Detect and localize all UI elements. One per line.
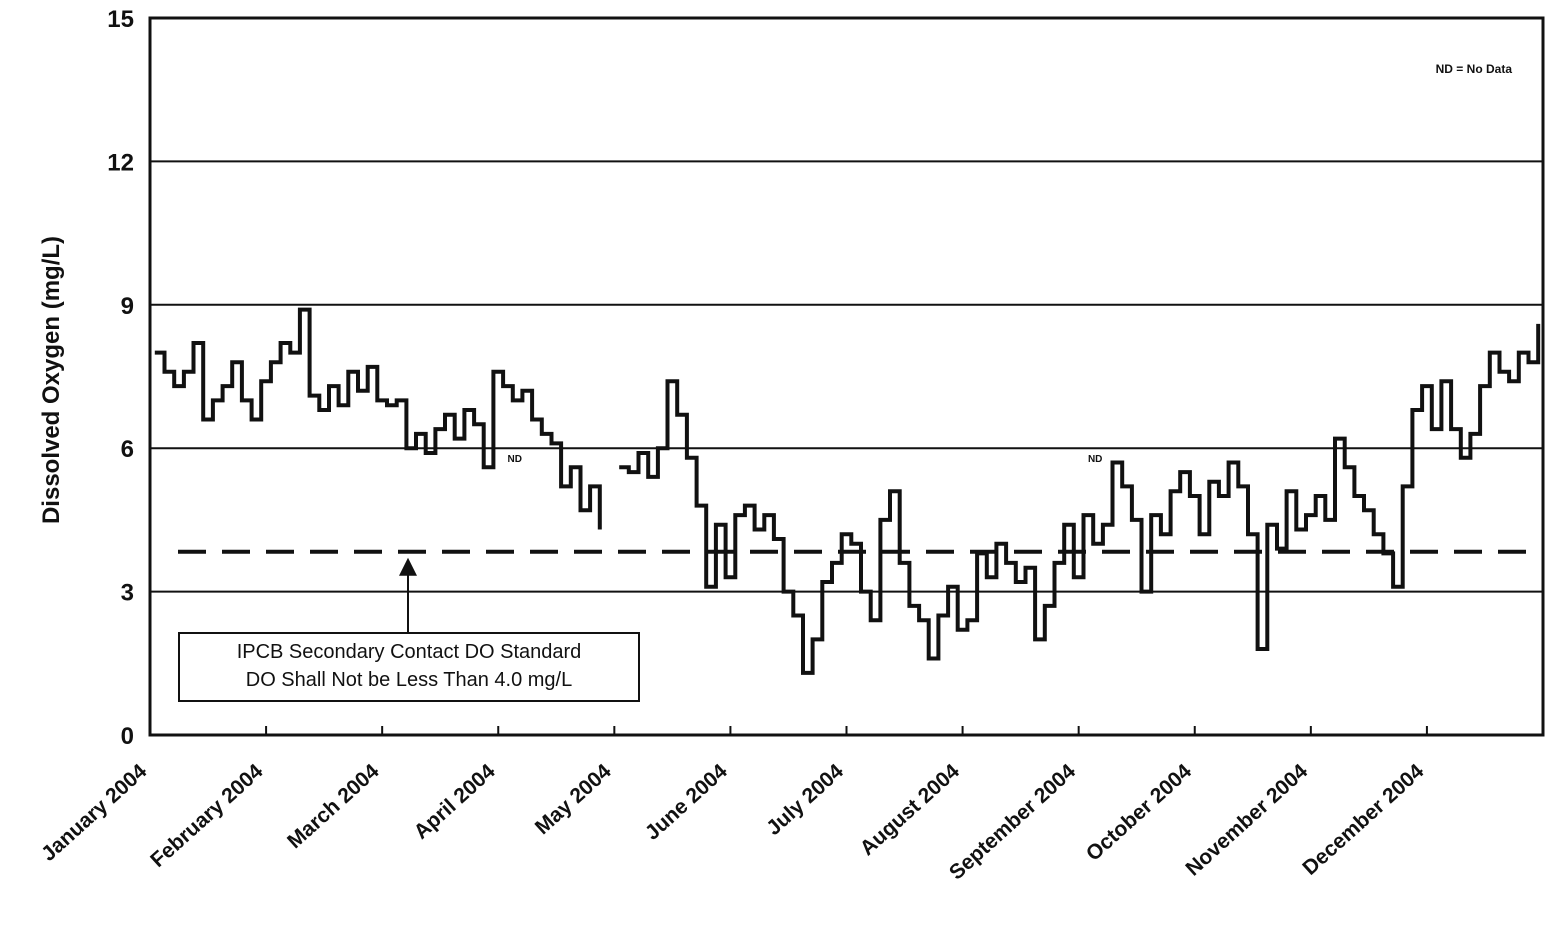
y-axis-label-text: Dissolved Oxygen (mg/L) xyxy=(38,235,65,525)
y-tick-label: 9 xyxy=(121,293,134,320)
y-tick-label: 12 xyxy=(107,149,134,176)
x-tick-label: March 2004 xyxy=(283,759,384,853)
x-tick-label: April 2004 xyxy=(410,759,500,843)
x-tick-label: February 2004 xyxy=(146,759,267,872)
callout-arrowhead xyxy=(399,557,417,576)
x-tick-label: December 2004 xyxy=(1298,759,1428,879)
no-data-note: ND = No Data xyxy=(1435,62,1512,76)
standard-callout-line-1: IPCB Secondary Contact DO Standard xyxy=(236,641,582,663)
x-tick-label: October 2004 xyxy=(1082,759,1197,865)
x-tick-label: January 2004 xyxy=(37,759,152,865)
standard-callout-line-2: DO Shall Not be Less Than 4.0 mg/L xyxy=(245,669,573,691)
x-tick-label: May 2004 xyxy=(531,759,616,839)
x-tick-label: November 2004 xyxy=(1181,759,1312,880)
nd-gap-label: ND xyxy=(508,454,522,465)
x-tick-label: August 2004 xyxy=(856,759,964,860)
x-tick-label: July 2004 xyxy=(762,759,848,840)
y-tick-label: 0 xyxy=(121,723,134,750)
gridlines xyxy=(150,160,1543,593)
x-tick-label: June 2004 xyxy=(641,759,732,844)
standard-line xyxy=(178,549,1537,632)
y-tick-label: 6 xyxy=(121,436,134,463)
axes xyxy=(148,16,1545,737)
nd-gap-label: ND xyxy=(1088,454,1102,465)
y-tick-label: 15 xyxy=(107,6,134,33)
series-layer: ND ND xyxy=(154,307,1541,675)
standard-callout-box: IPCB Secondary Contact DO Standard DO Sh… xyxy=(178,632,640,702)
x-tick-label: September 2004 xyxy=(945,759,1080,884)
do-series-line xyxy=(619,323,1541,675)
do-series-line xyxy=(154,307,602,530)
y-tick-label: 3 xyxy=(121,580,134,607)
